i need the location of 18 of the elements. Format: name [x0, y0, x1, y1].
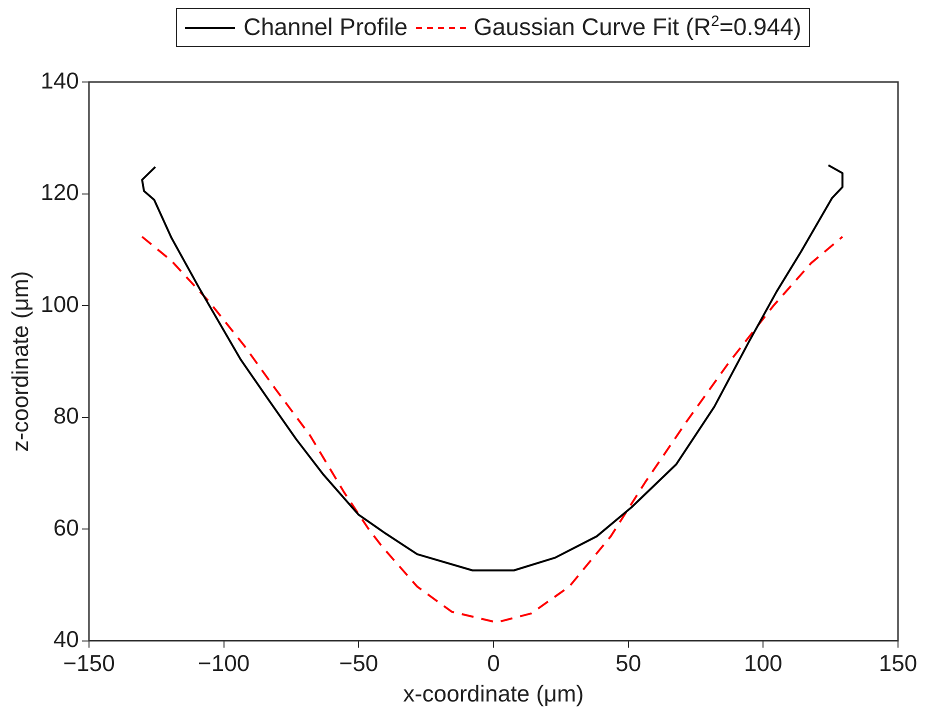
x-tick-label: −50	[339, 650, 378, 676]
x-axis-title: x-coordinate (μm)	[403, 680, 584, 707]
y-tick-label: 140	[40, 67, 79, 94]
x-tick-label: −150	[63, 650, 115, 676]
x-tick-label: 100	[744, 650, 782, 676]
y-tick-label: 40	[53, 626, 79, 652]
y-tick-label: 60	[53, 514, 79, 540]
line-series	[141, 236, 844, 624]
y-tick-label: 100	[40, 290, 79, 317]
legend-label: Channel Profile	[243, 14, 408, 42]
x-tick-label: 150	[878, 650, 918, 676]
x-tick-label: 0	[487, 650, 500, 676]
x-tick-label: 50	[616, 650, 642, 676]
y-tick-label: 120	[40, 179, 79, 206]
y-tick-label: 80	[53, 402, 79, 429]
y-axis-title: z-coordinate (μm)	[7, 271, 34, 452]
legend-label: Gaussian Curve Fit (R$^{2}$=0.944)	[474, 13, 802, 42]
x-tick-label: −100	[198, 650, 250, 676]
